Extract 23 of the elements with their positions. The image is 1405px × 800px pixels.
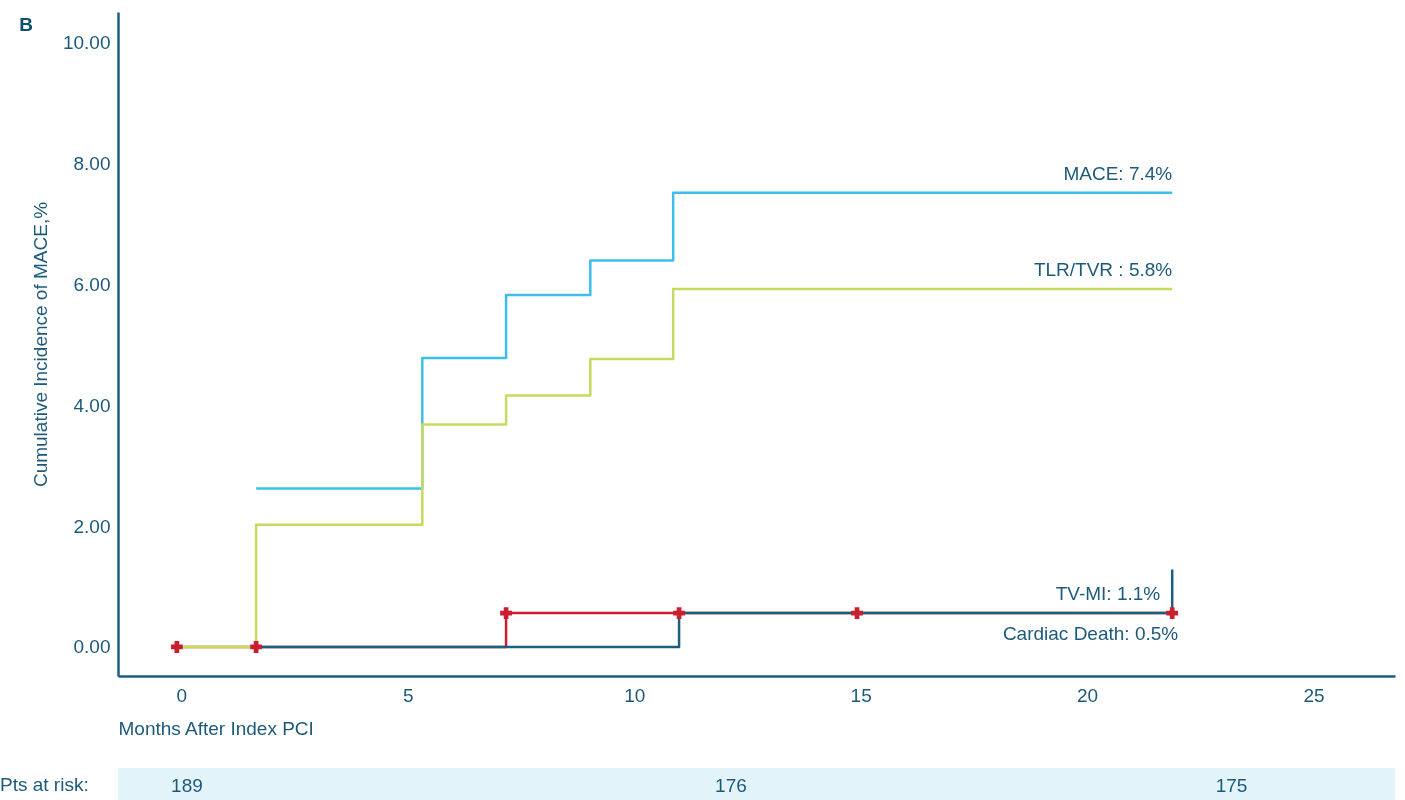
text: Pts at risk: <box>0 774 89 795</box>
text: 175 <box>1215 775 1248 796</box>
series-label: Cardiac Death: 0.5% <box>1002 623 1179 645</box>
series-label: MACE: 7.4% <box>1063 162 1173 184</box>
y-axis-title: Cumulative Incidence of MACE,% <box>29 201 51 488</box>
text: 176 <box>715 775 747 796</box>
x-tick-label: 0 <box>176 684 188 706</box>
y-tick-label: 6.00 <box>73 273 111 295</box>
x-tick-label: 15 <box>850 684 872 706</box>
y-tick-label: 2.00 <box>73 515 111 537</box>
y-tick-label: 0.00 <box>73 636 111 658</box>
y-tick-label: 10.00 <box>62 31 111 53</box>
series-label: TLR/TVR : 5.8% <box>1033 258 1173 280</box>
series-label: TV-MI: 1.1% <box>1055 583 1161 605</box>
x-tick-label: 20 <box>1077 684 1099 706</box>
text: 189 <box>171 775 203 796</box>
x-tick-label: 25 <box>1303 684 1325 706</box>
y-tick-label: 8.00 <box>73 152 111 174</box>
text: B <box>19 14 33 35</box>
x-tick-label: 5 <box>403 684 414 706</box>
y-tick-label: 4.00 <box>73 394 111 416</box>
x-tick-label: 10 <box>624 684 646 706</box>
x-axis-title: Months After Index PCI <box>118 717 314 739</box>
